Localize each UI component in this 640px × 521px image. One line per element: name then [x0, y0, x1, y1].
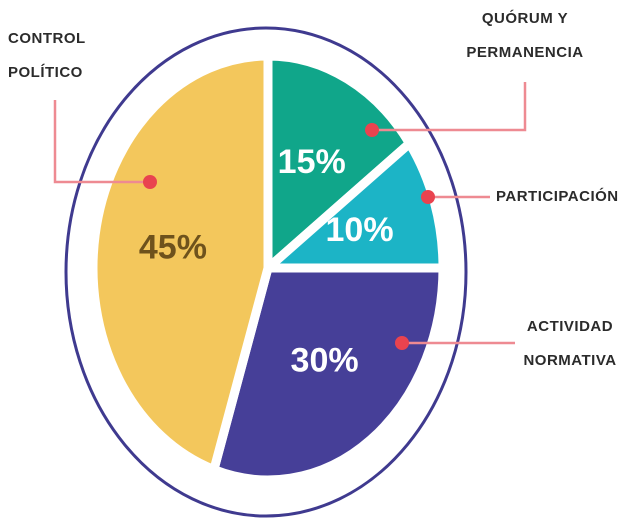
leader-line [53, 100, 150, 184]
pie-outline [64, 26, 468, 518]
category-label: CONTROL POLÍTICO [8, 30, 86, 81]
pie-slice [88, 51, 273, 475]
value-label: 45% [139, 229, 207, 267]
category-label: QUÓRUM Y PERMANENCIA [466, 10, 584, 61]
value-label: 30% [291, 341, 359, 379]
category-label: PARTICIPACIÓN [496, 188, 619, 205]
leader-dot [365, 123, 379, 137]
value-label: 10% [326, 211, 394, 249]
leader-dot [421, 190, 435, 204]
pie-slice [263, 138, 448, 273]
pie-slice [209, 263, 448, 485]
category-label: ACTIVIDAD NORMATIVA [523, 318, 617, 369]
value-label: 15% [278, 143, 346, 181]
leader-dot [395, 336, 409, 350]
leader-line [372, 82, 527, 132]
leader-dot [143, 175, 157, 189]
